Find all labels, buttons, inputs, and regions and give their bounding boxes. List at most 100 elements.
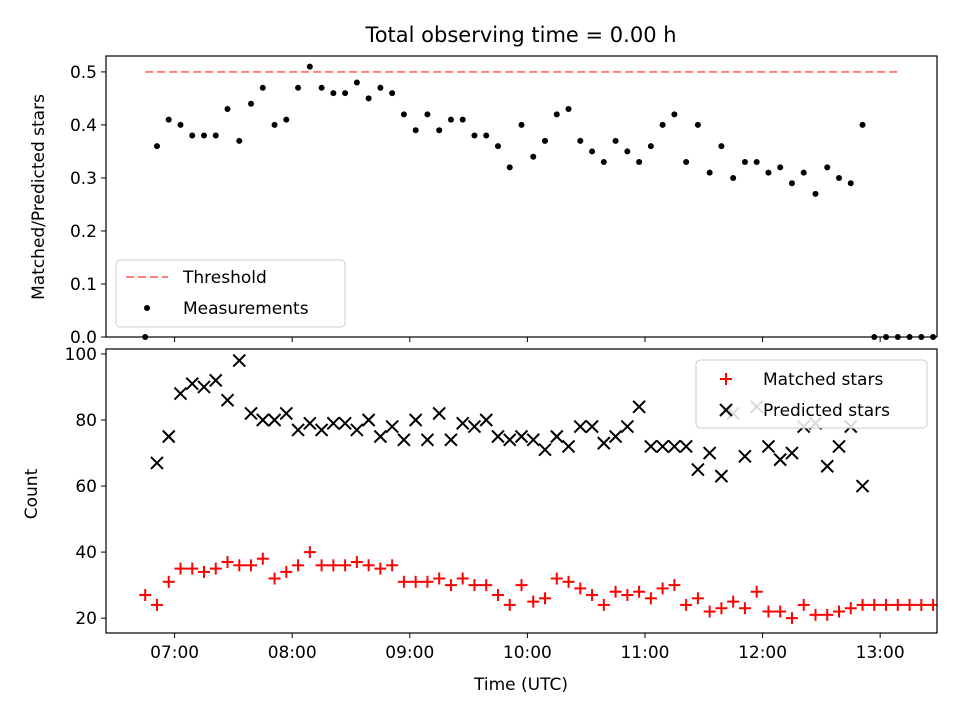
measurement-point [612,137,619,144]
matched-stars-point [150,598,163,611]
measurement-point [412,127,419,134]
x-tick-label: 07:00 [150,643,199,663]
measurement-point [224,106,231,113]
top-legend: Threshold Measurements [115,259,346,328]
bottom-legend-box [695,359,928,429]
predicted-stars-point [773,452,787,467]
bottom-axes-frame [105,348,938,634]
measurement-point [506,164,513,171]
matched-stars-point [856,598,869,611]
measurement-point [153,143,160,150]
measurement-point [459,116,466,123]
bottom-y-tick-label: 80 [75,411,97,431]
top-plot-area: 0.0 0.1 0.2 0.3 0.4 0.5 [70,63,937,348]
predicted-stars-point [738,449,752,464]
measurement-point [518,121,525,128]
measurement-point [859,121,866,128]
matched-stars-point [374,562,387,575]
measurement-point [400,111,407,118]
matched-stars-point [903,598,916,611]
matched-stars-point [644,592,657,605]
bottom-panel: Count Time (UTC) 07:00 08:00 09:00 10:00 11:… [22,345,938,695]
predicted-stars-point [761,439,776,454]
top-y-tick-label: 0.2 [70,222,97,242]
matched-stars-point [480,579,493,592]
measurement-point [589,148,596,155]
top-marks [142,63,937,340]
predicted-stars-point [291,423,305,437]
matched-stars-point [162,575,175,588]
matched-stars-point [738,602,751,615]
predicted-stars-point [326,416,341,431]
measurements-legend-swatch [144,305,150,311]
measurement-point [295,84,302,91]
top-legend-box [115,259,346,328]
matched-stars-point [868,598,881,611]
matched-stars-point [915,598,928,611]
matched-stars-point [209,562,222,575]
predicted-stars-point [232,353,246,368]
measurement-point [271,121,278,128]
matched-stars-point [691,592,704,605]
measurement-point [671,111,678,118]
predicted-stars-point [632,400,646,414]
matched-stars-point [527,595,540,608]
predicted-stars-point [691,462,705,477]
matched-stars-point [844,602,857,615]
x-tick-label: 10:00 [503,643,552,663]
bottom-y-tick-label: 60 [75,477,97,497]
matched-stars-point [668,579,681,592]
predicted-stars-point [279,406,294,421]
measurement-point [424,111,431,118]
predicted-stars-point [432,406,446,421]
predicted-stars-point [338,416,352,431]
predicted-stars-point [373,429,388,444]
predicted-stars-point [385,419,399,434]
measurement-point [836,174,843,181]
predicted-stars-point [314,423,329,437]
predicted-stars-point [820,459,834,473]
matched-stars-point [821,608,834,621]
matched-stars-point [397,575,410,588]
bottom-y-tick-label: 40 [75,543,97,563]
top-panel: Total observing time = 0.00 h Matched/Pr… [29,23,938,348]
predicted-stars-point [538,443,552,457]
measurement-point [200,132,207,139]
predicted-stars-point [585,419,599,434]
bottom-plot-area: 07:00 08:00 09:00 10:00 11:00 12:00 13:00 20 40 6… [65,345,937,663]
matched-stars-point [186,562,199,575]
top-y-tick-label: 0.3 [70,169,97,189]
matched-stars-point [386,559,399,572]
matched-stars-point [421,575,434,588]
matched-stars-point [174,562,187,575]
predicted-stars-point [467,419,482,434]
top-y-axis-label: Matched/Predicted stars [29,94,49,300]
predicted-stars-point [702,446,717,460]
bottom-marks [139,353,937,625]
predicted-stars-point [608,429,623,444]
predicted-stars-point [197,380,211,394]
matched-stars-point [433,572,446,585]
measurement-point [647,143,654,150]
predicted-stars-point [244,406,258,421]
matched-stars-point [503,598,516,611]
measurement-point [600,159,607,166]
predicted-stars-point [209,373,223,388]
matched-stars-point [727,595,740,608]
measurement-point [236,137,243,144]
measurement-point [248,100,255,107]
matched-stars-point [315,559,328,572]
measurement-point [447,116,454,123]
matched-stars-point [409,575,422,588]
measurement-point [530,153,537,160]
matched-stars-point [139,589,152,602]
matched-stars-point [491,589,504,602]
x-tick-label: 08:00 [268,643,317,663]
predicted-legend-swatch [719,403,733,417]
measurement-point [812,190,819,197]
threshold-legend-label: Threshold [182,268,267,288]
x-tick-label: 09:00 [385,643,434,663]
measurement-point [542,137,549,144]
predicted-stars-point [408,413,423,427]
